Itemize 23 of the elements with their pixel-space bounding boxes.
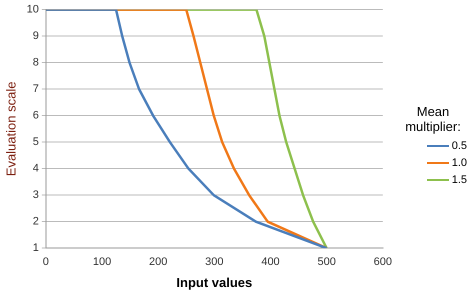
y-tick-label: 5 [32,136,39,148]
y-tick-label: 2 [32,216,39,228]
x-tick-label: 0 [42,256,49,268]
x-tick-label: 200 [148,256,168,268]
y-tick-label: 9 [32,30,39,42]
y-tick-label: 10 [26,4,39,16]
y-tick-label: 7 [32,83,39,96]
x-tick-label: 500 [317,256,336,268]
x-tick-label: 600 [374,256,392,268]
y-tick-label: 6 [32,110,39,122]
y-tick-label: 8 [32,56,39,69]
y-tick-label: 4 [32,162,39,175]
x-axis-title: Input values [176,274,252,290]
x-tick-label: 400 [261,256,280,268]
x-tick-label: 300 [205,256,224,268]
y-tick-label: 1 [32,242,39,254]
x-tick-label: 100 [92,256,112,268]
legend-label: 0.5 [452,140,467,152]
legend-label: 1.5 [452,174,467,186]
y-tick-label: 3 [32,189,39,202]
y-axis-title: Evaluation scale [3,82,18,176]
legend-label: 1.0 [452,157,467,169]
legend-title: Mean multiplier: [404,104,462,134]
